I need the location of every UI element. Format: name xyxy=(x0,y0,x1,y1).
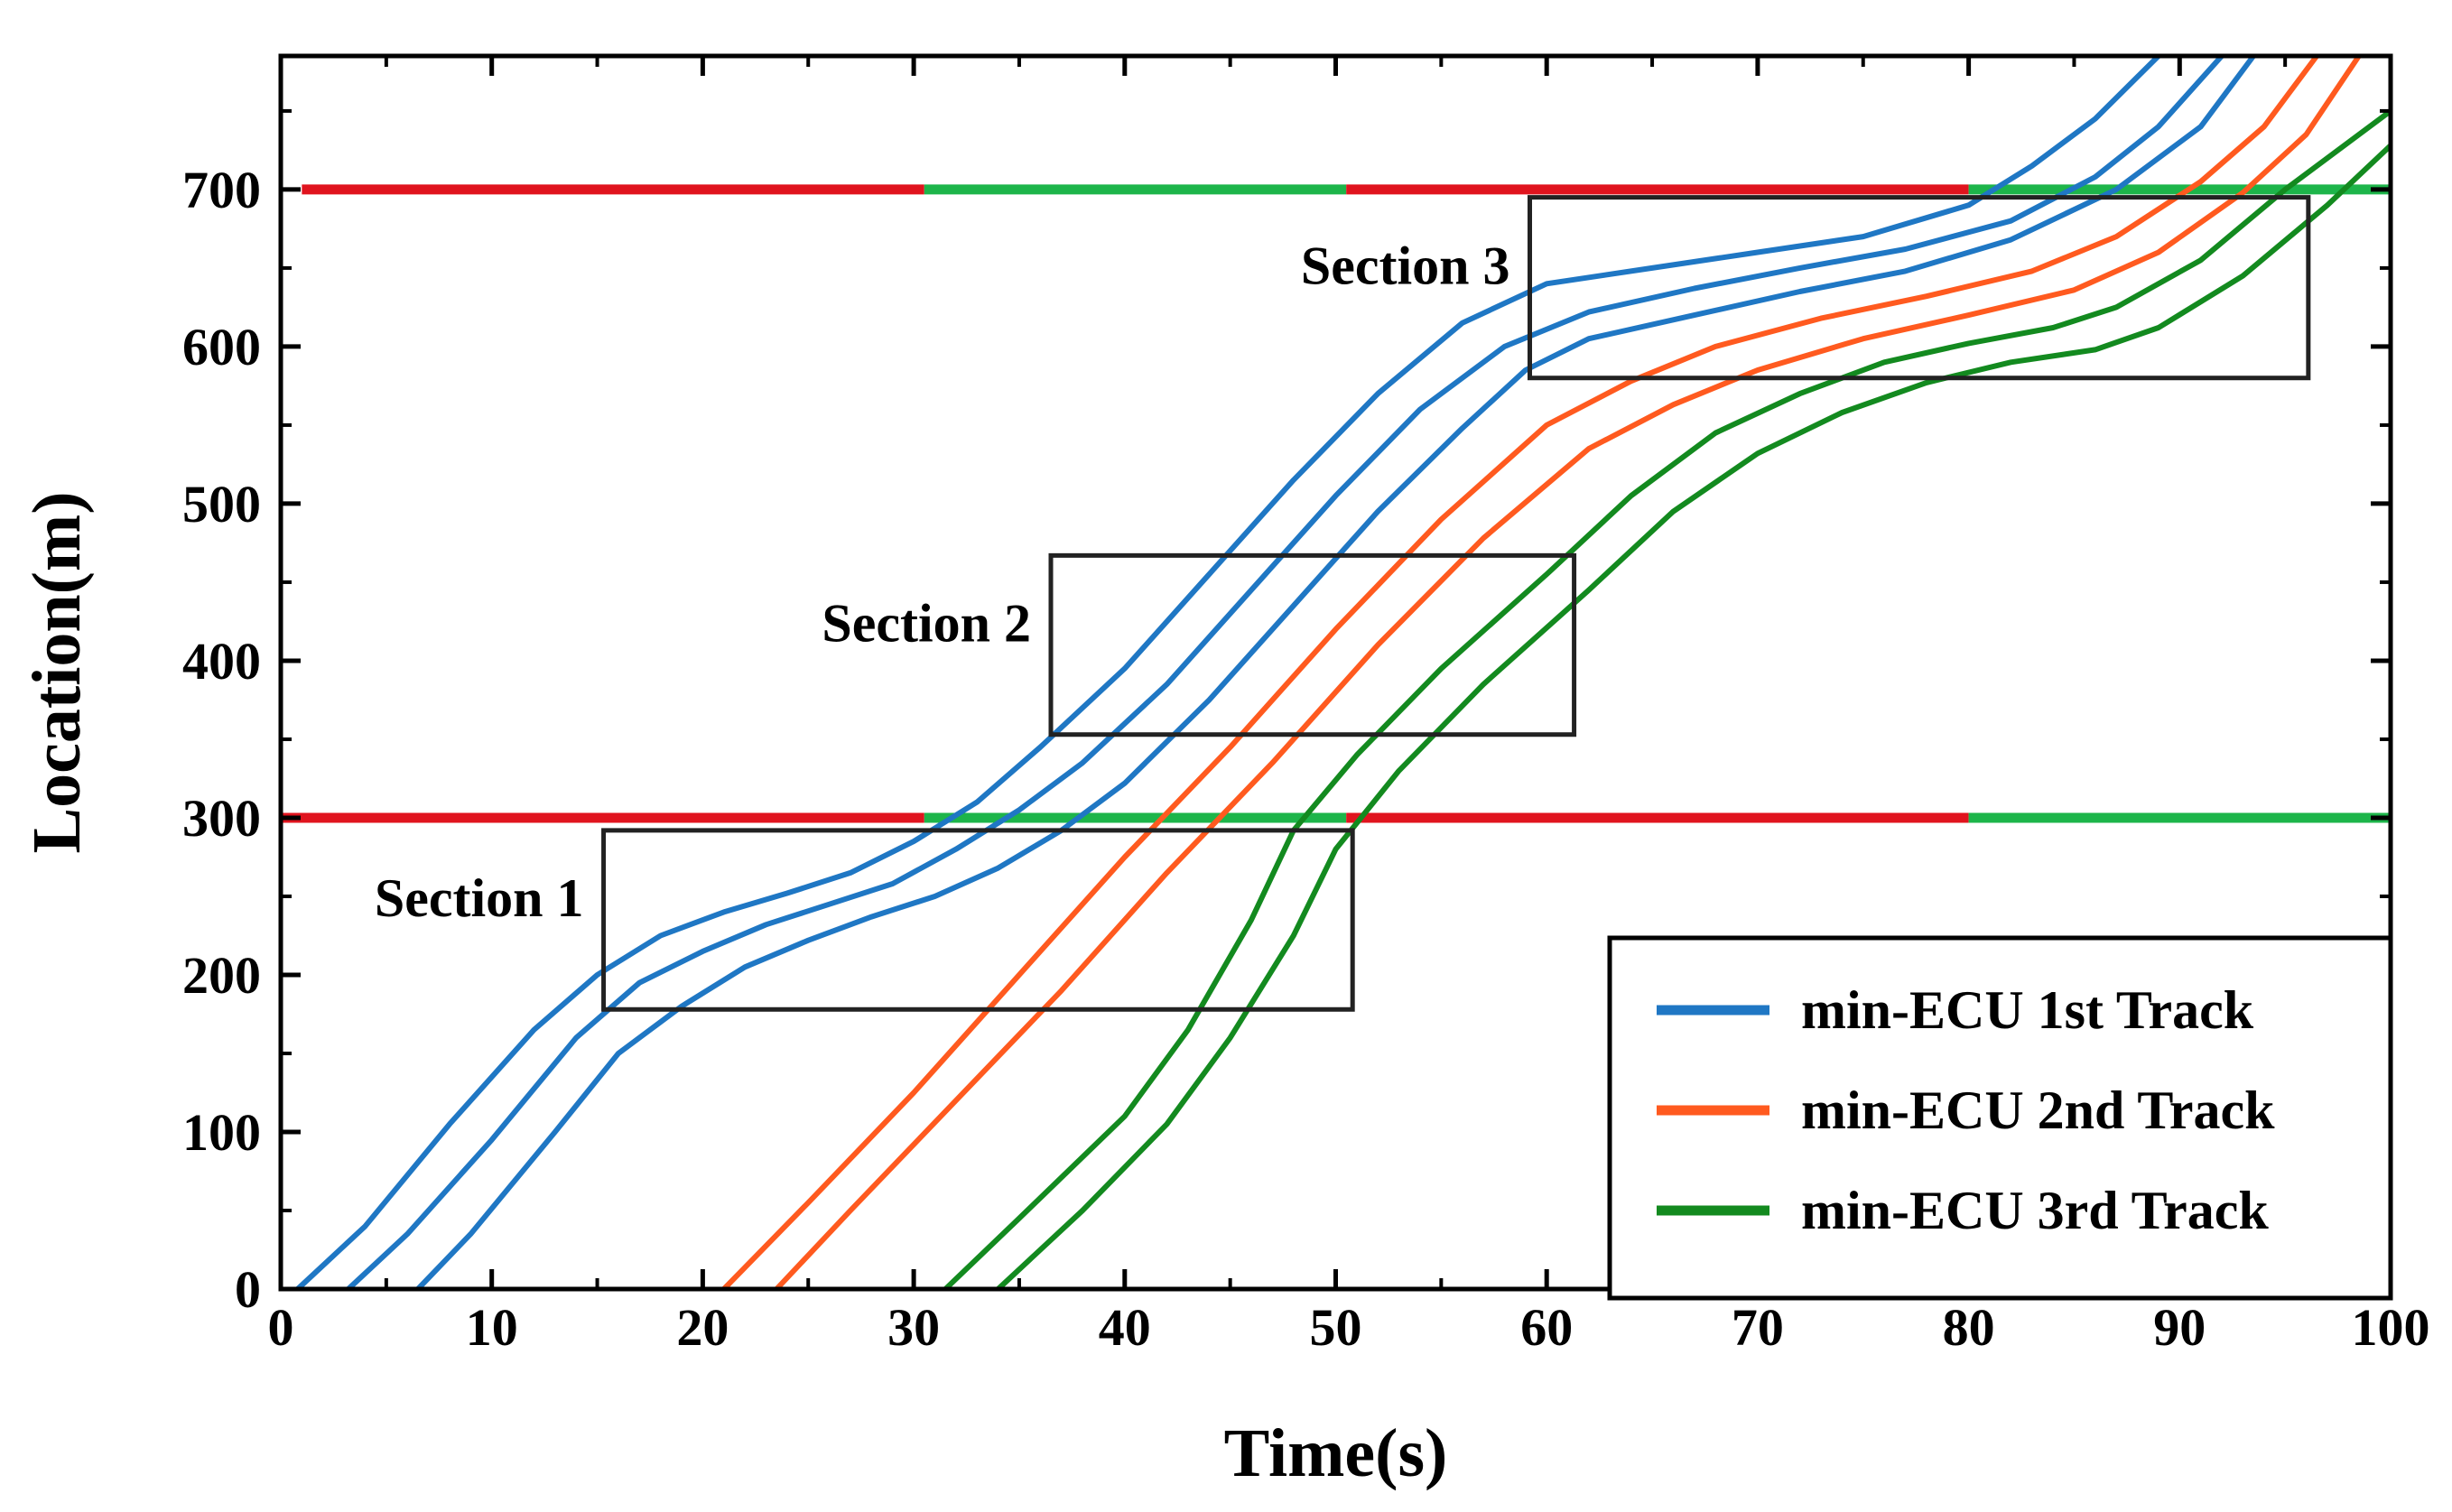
x-tick-label-10: 100 xyxy=(2352,1298,2430,1357)
section-box-1 xyxy=(601,828,1355,1012)
series-line-6 xyxy=(943,108,2392,1292)
x-tick-label-5: 50 xyxy=(1310,1298,1362,1357)
series-line-1 xyxy=(295,53,2161,1292)
x-tick-label-1: 10 xyxy=(466,1298,518,1357)
y-tick-label-1: 100 xyxy=(182,1103,261,1162)
series-line-2 xyxy=(346,53,2224,1292)
y-tick-label-2: 200 xyxy=(182,946,261,1005)
signal-lines xyxy=(281,184,2391,823)
legend-label-1: min-ECU 1st Track xyxy=(1801,980,2254,1040)
legend: min-ECU 1st Track min-ECU 2nd Track min-EC… xyxy=(1607,935,2393,1301)
series-line-4 xyxy=(721,54,2319,1292)
y-tick-label-3: 300 xyxy=(182,789,261,848)
y-tick-label-6: 600 xyxy=(182,318,261,376)
series-line-3 xyxy=(415,54,2256,1292)
x-tick-label-0: 0 xyxy=(268,1298,294,1357)
y-tick-label-4: 400 xyxy=(182,632,261,691)
section-box-2 xyxy=(1048,552,1577,737)
x-tick-label-2: 20 xyxy=(676,1298,729,1357)
section-label-3: Section 3 xyxy=(1301,237,1510,296)
x-tick-label-7: 70 xyxy=(1732,1298,1784,1357)
section-boxes: Section 1 Section 2 Section 3 xyxy=(375,195,2311,1012)
y-tick-label-0: 0 xyxy=(235,1260,261,1319)
y-axis-title: Location(m) xyxy=(19,491,95,853)
x-tick-label-9: 90 xyxy=(2153,1298,2206,1357)
section-label-1: Section 1 xyxy=(375,868,584,928)
legend-box xyxy=(1607,935,2393,1301)
legend-label-3: min-ECU 3rd Track xyxy=(1801,1181,2269,1240)
series-line-7 xyxy=(996,144,2393,1292)
series-lines xyxy=(295,53,2393,1292)
section-label-2: Section 2 xyxy=(822,594,1031,654)
x-tick-label-3: 30 xyxy=(887,1298,940,1357)
y-tick-label-7: 700 xyxy=(182,161,261,219)
legend-label-2: min-ECU 2nd Track xyxy=(1801,1081,2275,1140)
x-axis-title: Time(s) xyxy=(1224,1415,1448,1491)
x-tick-label-8: 80 xyxy=(1943,1298,1995,1357)
y-tick-label-5: 500 xyxy=(182,475,261,533)
x-tick-label-4: 40 xyxy=(1099,1298,1151,1357)
x-tick-label-6: 60 xyxy=(1520,1298,1573,1357)
section-box-3 xyxy=(1528,195,2311,381)
